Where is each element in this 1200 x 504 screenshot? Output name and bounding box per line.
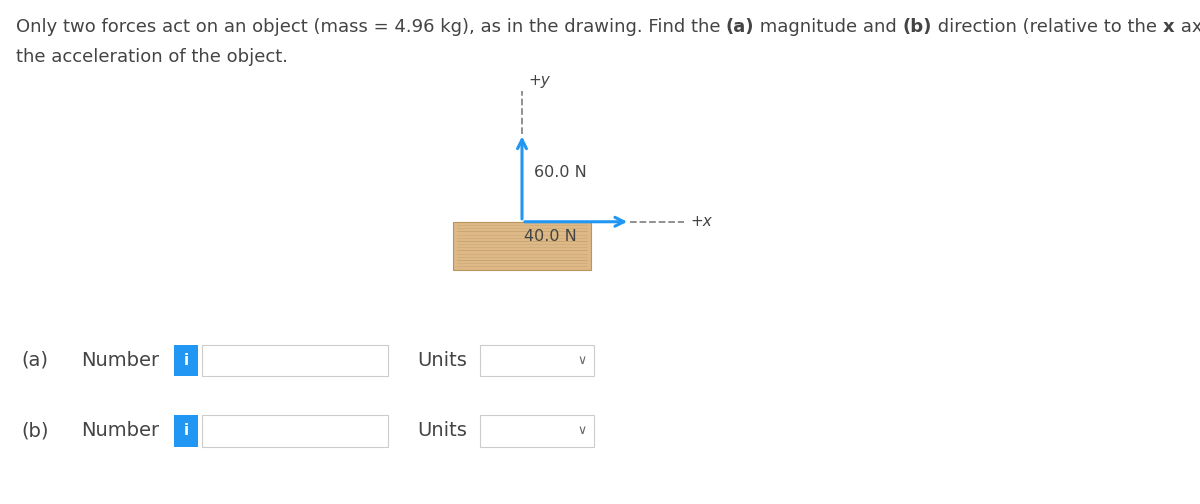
Text: ∨: ∨ bbox=[577, 424, 587, 437]
Bar bbox=[174, 415, 198, 447]
Bar bbox=[202, 415, 388, 447]
Text: Only two forces act on an object (mass = 4.96 kg), as in the drawing. Find the: Only two forces act on an object (mass =… bbox=[16, 18, 726, 36]
Text: direction (relative to the: direction (relative to the bbox=[932, 18, 1163, 36]
Text: (b): (b) bbox=[22, 421, 49, 440]
Bar bbox=[480, 345, 594, 376]
Text: i: i bbox=[184, 353, 188, 368]
Text: Number: Number bbox=[82, 421, 160, 440]
Text: (b): (b) bbox=[902, 18, 932, 36]
Text: Units: Units bbox=[418, 421, 468, 440]
Bar bbox=[480, 415, 594, 447]
Text: 40.0 N: 40.0 N bbox=[524, 229, 577, 244]
Text: the acceleration of the object.: the acceleration of the object. bbox=[16, 48, 288, 66]
Text: (a): (a) bbox=[22, 351, 48, 370]
Bar bbox=[202, 345, 388, 376]
Text: +y: +y bbox=[528, 73, 550, 88]
Text: i: i bbox=[184, 423, 188, 438]
Bar bbox=[174, 345, 198, 376]
Text: Units: Units bbox=[418, 351, 468, 370]
Text: (a): (a) bbox=[726, 18, 755, 36]
Text: +x: +x bbox=[690, 214, 712, 229]
Text: Number: Number bbox=[82, 351, 160, 370]
Text: magnitude and: magnitude and bbox=[755, 18, 902, 36]
Text: axis) of: axis) of bbox=[1175, 18, 1200, 36]
Bar bbox=[454, 222, 592, 270]
Text: ∨: ∨ bbox=[577, 354, 587, 367]
Text: 60.0 N: 60.0 N bbox=[534, 165, 587, 180]
Text: x: x bbox=[1163, 18, 1175, 36]
